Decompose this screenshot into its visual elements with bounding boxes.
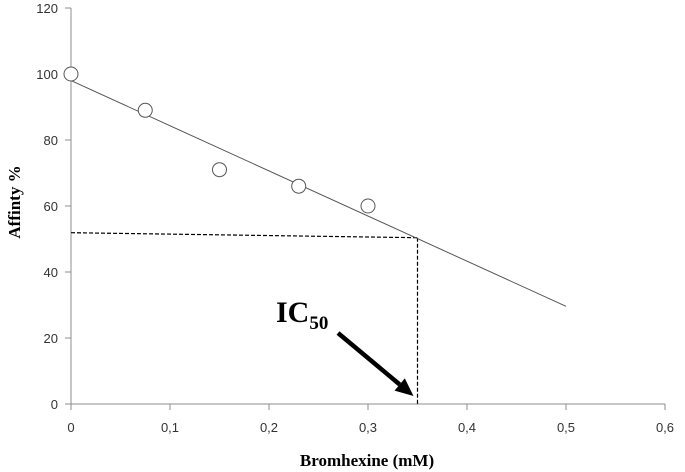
data-point (137, 102, 153, 118)
ic50-guide-lines (70, 232, 419, 404)
y-tick-label: 100 (36, 67, 58, 82)
x-tick-label: 0,1 (161, 420, 179, 435)
x-tick-label: 0,2 (260, 420, 278, 435)
ic50-annotation: IC50 (276, 296, 414, 396)
x-tick-label: 0,5 (557, 420, 575, 435)
ic50-label-sub: 50 (309, 313, 328, 334)
x-tick-labels: 0 0,1 0,2 0,3 0,4 0,5 0,6 (67, 420, 674, 435)
data-point (360, 198, 376, 214)
data-point (291, 178, 307, 194)
data-points (63, 66, 376, 214)
data-point (63, 66, 79, 82)
x-tick-label: 0,6 (656, 420, 674, 435)
ic50-arrow-shaft (336, 331, 402, 387)
trendline-group (70, 80, 567, 307)
y-tick-label: 80 (44, 133, 58, 148)
y-tick-label: 60 (44, 199, 58, 214)
x-axis-title: Bromhexine (mM) (300, 451, 434, 470)
ic50-label: IC50 (276, 296, 328, 334)
x-tick-label: 0,3 (359, 420, 377, 435)
ic50-arrow-head (394, 378, 414, 396)
y-tick-label: 20 (44, 331, 58, 346)
y-tick-label: 120 (36, 1, 58, 16)
ic50-label-main: IC (276, 296, 309, 329)
data-point (212, 162, 227, 178)
ic50-horizontal-guide (70, 232, 418, 239)
y-tick-label: 0 (51, 397, 58, 412)
y-tick-label: 40 (44, 265, 58, 280)
y-axis-title: Affinty % (5, 165, 24, 238)
x-tick-label: 0,4 (458, 420, 476, 435)
x-tick-label: 0 (67, 420, 74, 435)
trendline (70, 80, 567, 307)
y-tick-labels: 0 20 40 60 80 100 120 (36, 1, 58, 412)
